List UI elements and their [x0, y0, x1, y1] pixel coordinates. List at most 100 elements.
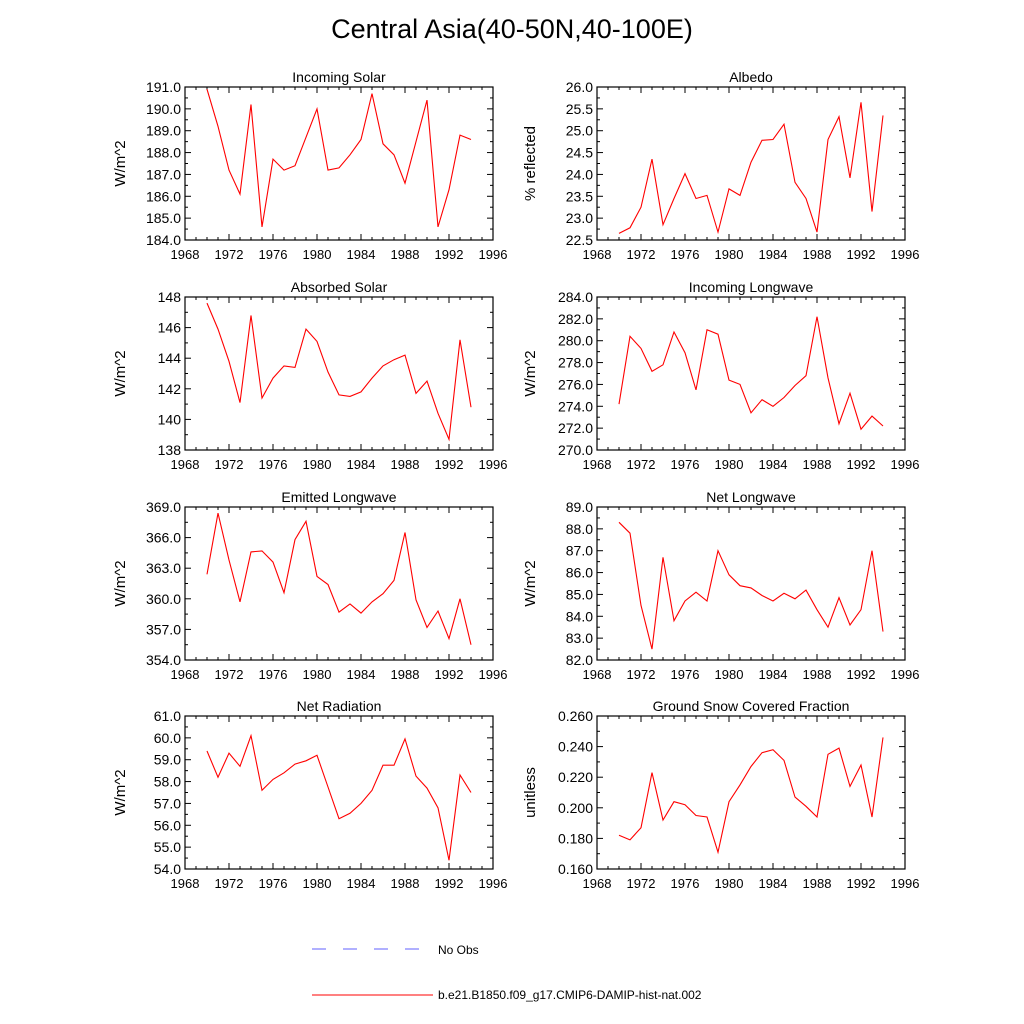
- panel-title: Incoming Solar: [292, 69, 386, 85]
- x-tick-label: 1972: [215, 876, 244, 891]
- x-tick-label: 1988: [391, 457, 420, 472]
- y-tick-label: 191.0: [146, 79, 181, 95]
- x-tick-label: 1992: [847, 457, 876, 472]
- x-tick-label: 1976: [671, 876, 700, 891]
- panel-net-radiation: Net Radiation W/m^2 1968 1972 1976 1980 1984 19…: [112, 698, 507, 891]
- plot-frame: [596, 715, 906, 870]
- panel-title: Ground Snow Covered Fraction: [653, 698, 850, 714]
- y-tick-label: 185.0: [146, 210, 181, 226]
- y-tick-label: 272.0: [558, 420, 593, 436]
- y-tick-label: 146: [158, 320, 182, 336]
- x-tick-label: 1972: [627, 667, 656, 682]
- x-tick-label: 1976: [259, 876, 288, 891]
- y-tick-label: 282.0: [558, 311, 593, 327]
- y-tick-label: 186.0: [146, 188, 181, 204]
- x-tick-label: 1984: [347, 876, 376, 891]
- plot-frame: [184, 506, 494, 661]
- x-tick-label: 1992: [847, 247, 876, 262]
- x-tick-label: 1996: [479, 457, 508, 472]
- x-tick-label: 1972: [627, 876, 656, 891]
- x-tick-label: 1980: [303, 876, 332, 891]
- y-tick-label: 0.160: [558, 861, 593, 877]
- x-tick-label: 1984: [347, 247, 376, 262]
- y-tick-label: 23.5: [566, 188, 593, 204]
- x-tick-label: 1976: [259, 457, 288, 472]
- panel-title: Net Longwave: [706, 489, 796, 505]
- x-tick-label: 1984: [759, 247, 788, 262]
- x-tick-label: 1968: [171, 876, 200, 891]
- x-tick-label: 1968: [171, 247, 200, 262]
- series-line: [618, 521, 884, 650]
- y-tick-label: 189.0: [146, 123, 181, 139]
- y-tick-label: 89.0: [566, 499, 593, 515]
- plot-frame: [596, 506, 906, 661]
- panel-incoming-solar: Incoming Solar W/m^2 1968 1972 1976 1980 1984 1…: [112, 69, 507, 262]
- x-tick-label: 1988: [391, 247, 420, 262]
- x-tick-label: 1976: [259, 667, 288, 682]
- x-tick-label: 1988: [803, 876, 832, 891]
- x-tick-label: 1984: [347, 457, 376, 472]
- y-tick-label: 366.0: [146, 530, 181, 546]
- y-tick-label: 0.180: [558, 830, 593, 846]
- legend-label-obs: No Obs: [438, 943, 479, 957]
- y-tick-label: 55.0: [154, 839, 181, 855]
- panel-emitted-longwave: Emitted Longwave W/m^2 1968 1972 1976 1980 198…: [112, 489, 507, 682]
- y-tick-label: 0.260: [558, 708, 593, 724]
- series-line: [618, 316, 884, 431]
- y-tick-label: 87.0: [566, 543, 593, 559]
- y-tick-label: 0.200: [558, 800, 593, 816]
- x-tick-label: 1988: [803, 247, 832, 262]
- x-tick-label: 1980: [303, 667, 332, 682]
- y-tick-label: 22.5: [566, 232, 593, 248]
- panel-title: Albedo: [729, 69, 773, 85]
- series-line: [206, 89, 472, 228]
- y-tick-label: 148: [158, 289, 182, 305]
- y-tick-label: 57.0: [154, 795, 181, 811]
- y-tick-label: 0.240: [558, 739, 593, 755]
- series-line: [618, 737, 884, 855]
- x-tick-label: 1980: [303, 247, 332, 262]
- y-axis-label: unitless: [522, 767, 539, 818]
- x-tick-label: 1976: [259, 247, 288, 262]
- y-axis-label: W/m^2: [112, 140, 129, 186]
- x-tick-label: 1980: [715, 457, 744, 472]
- x-tick-label: 1992: [435, 247, 464, 262]
- y-tick-label: 354.0: [146, 652, 181, 668]
- x-tick-label: 1996: [891, 247, 920, 262]
- y-axis-label: W/m^2: [112, 350, 129, 396]
- y-tick-label: 187.0: [146, 166, 181, 182]
- y-axis-label: W/m^2: [522, 560, 539, 606]
- y-tick-label: 142: [158, 381, 182, 397]
- y-tick-label: 278.0: [558, 355, 593, 371]
- y-tick-label: 276.0: [558, 376, 593, 392]
- x-tick-label: 1980: [715, 876, 744, 891]
- x-tick-label: 1984: [759, 457, 788, 472]
- y-tick-label: 82.0: [566, 652, 593, 668]
- panel-title: Emitted Longwave: [281, 489, 396, 505]
- x-tick-label: 1992: [435, 876, 464, 891]
- y-tick-label: 54.0: [154, 861, 181, 877]
- x-tick-label: 1996: [479, 667, 508, 682]
- y-tick-label: 0.220: [558, 769, 593, 785]
- legend-label-model: b.e21.B1850.f09_g17.CMIP6-DAMIP-hist-nat…: [438, 988, 702, 1002]
- panel-albedo: Albedo % reflected 1968 1972 1976 1980 1984 198…: [522, 69, 919, 262]
- series-line: [618, 102, 884, 235]
- panel-title: Incoming Longwave: [689, 279, 814, 295]
- x-tick-label: 1984: [759, 667, 788, 682]
- y-tick-label: 190.0: [146, 101, 181, 117]
- y-tick-label: 270.0: [558, 442, 593, 458]
- x-tick-label: 1988: [391, 667, 420, 682]
- y-tick-label: 61.0: [154, 708, 181, 724]
- x-tick-label: 1968: [583, 457, 612, 472]
- y-tick-label: 138: [158, 442, 182, 458]
- y-tick-label: 24.5: [566, 145, 593, 161]
- y-tick-label: 144: [158, 350, 182, 366]
- x-tick-label: 1968: [171, 667, 200, 682]
- x-tick-label: 1972: [215, 667, 244, 682]
- x-tick-label: 1984: [347, 667, 376, 682]
- x-tick-label: 1968: [171, 457, 200, 472]
- y-tick-label: 56.0: [154, 817, 181, 833]
- x-tick-label: 1988: [391, 876, 420, 891]
- y-tick-label: 84.0: [566, 608, 593, 624]
